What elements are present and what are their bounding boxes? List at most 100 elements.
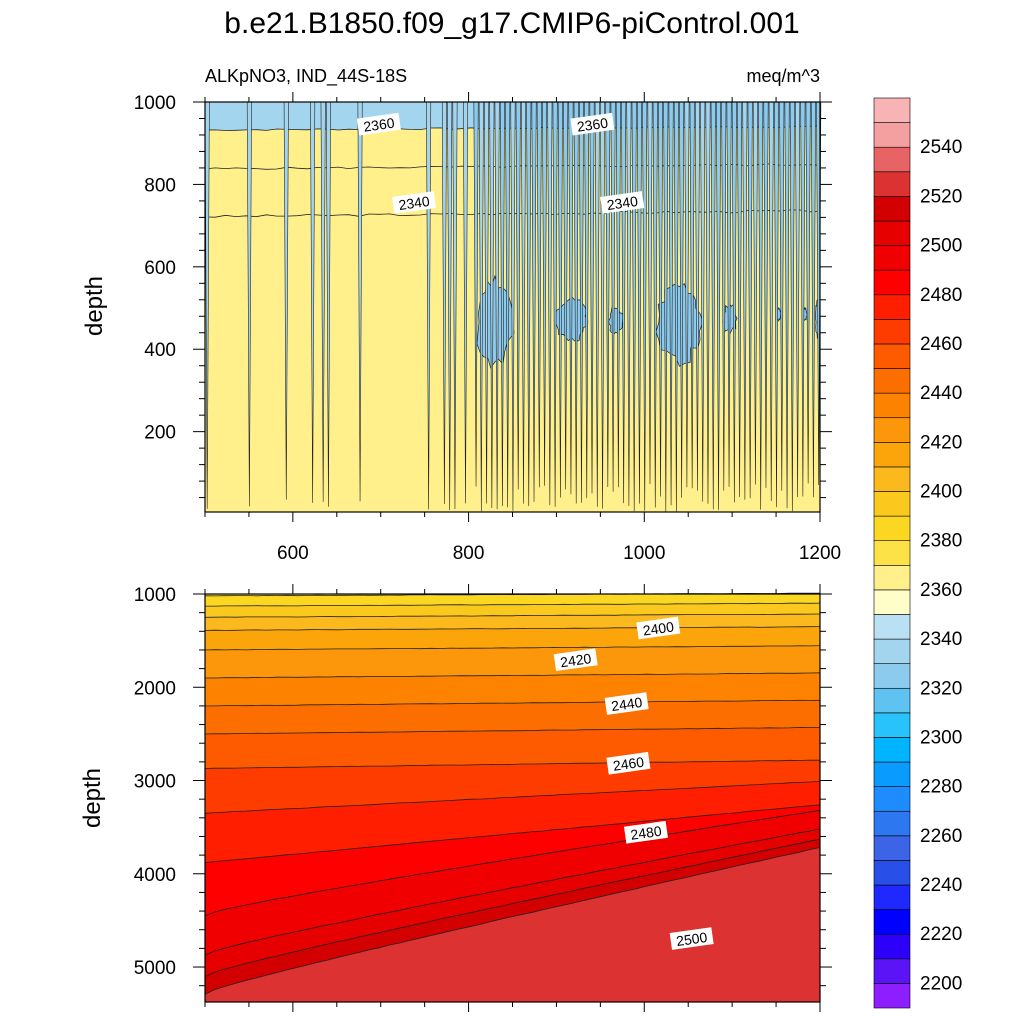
contour-line bbox=[204, 810, 821, 917]
contour-label-text: 2340 bbox=[606, 193, 639, 213]
colorbar-swatch bbox=[873, 245, 911, 271]
lower-panel-axes: 1000 2000 3000 4000 5000 bbox=[134, 584, 832, 1012]
contour-line bbox=[205, 602, 821, 607]
y-tick-label: 1000 bbox=[134, 585, 176, 606]
contour-label-text: 2360 bbox=[576, 115, 609, 135]
contour-label: 2360 bbox=[356, 112, 401, 136]
contour-band bbox=[205, 672, 820, 706]
contour-label-text: 2460 bbox=[612, 754, 645, 774]
colorbar-tick-label: 2360 bbox=[920, 580, 962, 601]
colorbar-swatch bbox=[873, 417, 911, 443]
colorbar-swatch bbox=[873, 712, 911, 738]
contour-line bbox=[204, 781, 821, 814]
colorbar-swatch bbox=[873, 343, 911, 369]
colorbar-swatch bbox=[873, 319, 911, 345]
chart-title: b.e21.B1850.f09_g17.CMIP6-piControl.001 bbox=[224, 7, 799, 40]
contour-label-bg bbox=[600, 191, 645, 214]
contour-line bbox=[204, 804, 821, 864]
contour-line bbox=[204, 645, 821, 651]
contour-label: 2420 bbox=[553, 648, 598, 672]
colorbar-swatch bbox=[873, 466, 911, 492]
contour-label-text: 2440 bbox=[610, 694, 643, 714]
colorbar-swatch bbox=[873, 737, 911, 763]
colorbar-swatch bbox=[873, 294, 911, 320]
colorbar-tick-label: 2380 bbox=[920, 531, 962, 552]
contour-label-bg bbox=[604, 692, 649, 715]
contour-line bbox=[204, 838, 821, 977]
y-tick-label: 3000 bbox=[134, 772, 176, 793]
colorbar-swatch bbox=[873, 122, 911, 148]
colorbar-swatch bbox=[873, 835, 911, 861]
contour-label: 2340 bbox=[600, 191, 645, 214]
contour-band bbox=[205, 727, 820, 769]
colorbar-swatch bbox=[873, 196, 911, 222]
contour-label: 2500 bbox=[669, 927, 714, 950]
contour-label: 2460 bbox=[606, 751, 651, 775]
colorbar-tick-label: 2220 bbox=[920, 924, 962, 945]
colorbar-tick-label: 2460 bbox=[920, 334, 962, 355]
colorbar-swatch bbox=[873, 638, 911, 664]
colorbar-swatch bbox=[873, 269, 911, 296]
contour-band bbox=[205, 847, 820, 1002]
colorbar-swatch bbox=[873, 491, 911, 517]
y-tick-label: 5000 bbox=[134, 958, 176, 979]
contour-line bbox=[204, 847, 821, 995]
contour-line bbox=[204, 699, 821, 707]
colorbar-tick-label: 2440 bbox=[920, 383, 962, 404]
contour-label-text: 2480 bbox=[630, 823, 663, 843]
contour-band bbox=[205, 645, 820, 678]
contour-line bbox=[204, 626, 821, 631]
upper-panel-axes: 600 800 1000 1200 200 400 600 800 1000 bbox=[134, 92, 841, 564]
colorbar-swatch bbox=[873, 663, 911, 689]
colorbar-swatch bbox=[873, 392, 911, 419]
colorbar-swatch bbox=[873, 933, 911, 960]
variable-label: ALKpNO3, IND_44S-18S bbox=[205, 66, 407, 87]
colorbar-swatch bbox=[873, 220, 911, 246]
colorbar-swatch bbox=[873, 614, 911, 640]
colorbar-tick-label: 2240 bbox=[920, 875, 962, 896]
colorbar-swatch bbox=[873, 564, 911, 591]
colorbar-swatch bbox=[873, 442, 911, 468]
y-tick-label: 4000 bbox=[134, 865, 176, 886]
contour-label: 2440 bbox=[604, 692, 649, 715]
contour-band bbox=[205, 810, 820, 955]
contour-label-text: 2400 bbox=[642, 618, 675, 638]
lower-panel-ylabel: depth bbox=[79, 768, 106, 828]
colorbar-swatch bbox=[873, 97, 911, 123]
y-tick-label: 600 bbox=[144, 258, 176, 279]
contour-label-bg bbox=[669, 927, 714, 950]
x-tick-label: 1000 bbox=[623, 543, 665, 564]
colorbar-tick-label: 2300 bbox=[920, 727, 962, 748]
colorbar-swatch bbox=[873, 761, 911, 787]
colorbar-tick-label: 2540 bbox=[920, 137, 962, 158]
lower-panel-contour-labels: 2400 2420 2440 2460 2480 2500 bbox=[553, 616, 714, 950]
colorbar-tick-label: 2520 bbox=[920, 186, 962, 207]
contour-label-bg bbox=[553, 648, 598, 672]
contour-line bbox=[205, 672, 821, 679]
colorbar-tick-label: 2340 bbox=[920, 629, 962, 650]
contour-line bbox=[204, 828, 821, 956]
colorbar-tick-label: 2480 bbox=[920, 285, 962, 306]
contour-band bbox=[205, 700, 820, 734]
colorbar-swatch bbox=[873, 884, 911, 910]
x-tick-label: 600 bbox=[277, 543, 309, 564]
colorbar-swatch bbox=[873, 909, 911, 935]
y-tick-label: 800 bbox=[144, 175, 176, 196]
colorbar-swatch bbox=[873, 589, 911, 615]
contour-label-bg bbox=[570, 112, 615, 136]
contour-label-text: 2340 bbox=[398, 193, 431, 213]
contour-label-bg bbox=[356, 112, 401, 136]
y-tick-label: 400 bbox=[144, 340, 176, 361]
colorbar-swatch bbox=[873, 368, 911, 394]
colorbar-swatch bbox=[873, 687, 911, 714]
contour-line bbox=[204, 759, 821, 769]
y-tick-label: 200 bbox=[144, 423, 176, 444]
contour-label: 2340 bbox=[392, 191, 437, 214]
colorbar-tick-label: 2400 bbox=[920, 482, 962, 503]
contour-label-bg bbox=[636, 616, 681, 640]
contour-label: 2360 bbox=[570, 112, 615, 136]
y-tick-label: 2000 bbox=[134, 678, 176, 699]
contour-label: 2400 bbox=[636, 616, 681, 640]
colorbar-swatch bbox=[873, 540, 911, 566]
contour-label-text: 2500 bbox=[675, 929, 708, 949]
